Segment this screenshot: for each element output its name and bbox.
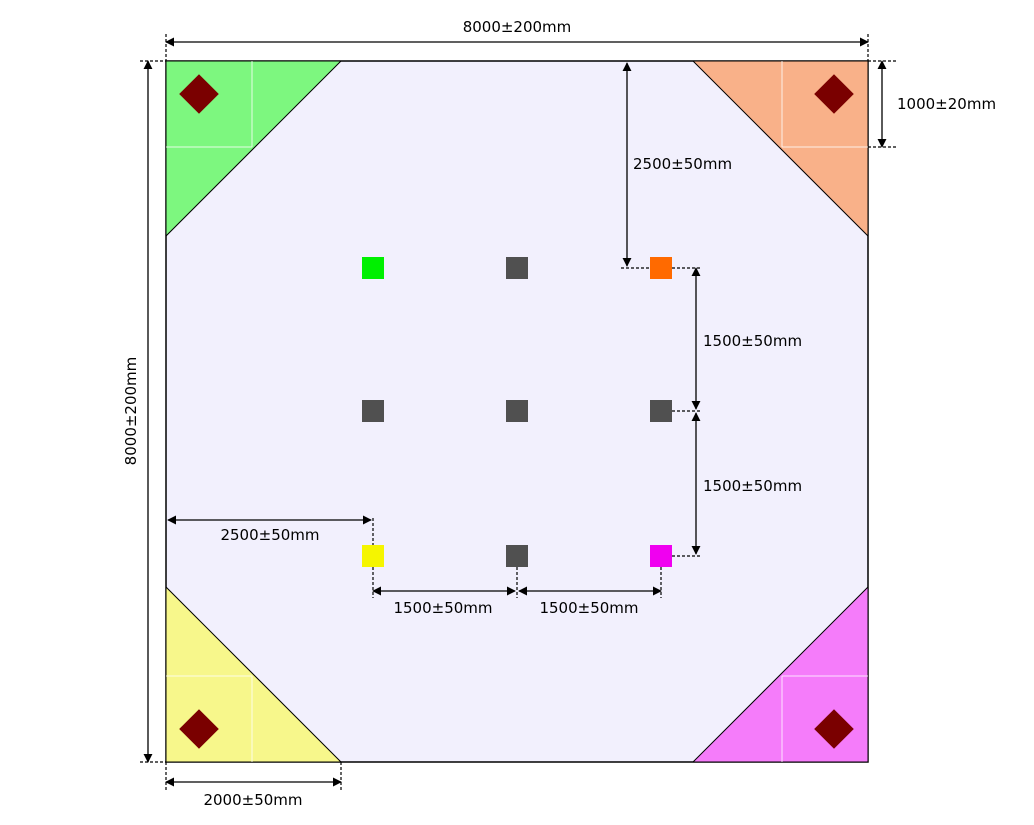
- corner-zone-top-left: [165, 60, 343, 238]
- column-gap-right-label: 1500±50mm: [539, 599, 638, 617]
- top-offset-label: 2500±50mm: [633, 155, 732, 173]
- corner-marker-bottom-right: [814, 709, 854, 749]
- field-width-label: 8000±200mm: [463, 18, 572, 36]
- marker-orange: [650, 257, 672, 279]
- marker-gray-middle-left: [362, 400, 384, 422]
- marker-gray-bottom-center: [506, 545, 528, 567]
- corner-marker-bottom-left: [179, 709, 219, 749]
- marker-gray-center: [506, 400, 528, 422]
- row-gap-upper-label: 1500±50mm: [703, 332, 802, 350]
- corner-zone-top-right: [691, 60, 869, 238]
- marker-gray-top-center: [506, 257, 528, 279]
- corner-inset-label: 1000±20mm: [897, 95, 996, 113]
- row-gap-lower-label: 1500±50mm: [703, 477, 802, 495]
- corner-zone-size-label: 2000±50mm: [203, 791, 302, 809]
- corner-zone-bottom-left: [165, 585, 343, 763]
- corner-zone-bottom-right: [691, 585, 869, 763]
- left-offset-label: 2500±50mm: [220, 526, 319, 544]
- field-height-label: 8000±200mm: [122, 357, 140, 466]
- column-gap-left-label: 1500±50mm: [393, 599, 492, 617]
- marker-green: [362, 257, 384, 279]
- corner-marker-top-right: [814, 74, 854, 114]
- marker-magenta: [650, 545, 672, 567]
- dimension-arrows: [143, 37, 887, 787]
- corner-marker-top-left: [179, 74, 219, 114]
- marker-gray-middle-right: [650, 400, 672, 422]
- marker-yellow: [362, 545, 384, 567]
- corner-grid-lines: [166, 61, 868, 762]
